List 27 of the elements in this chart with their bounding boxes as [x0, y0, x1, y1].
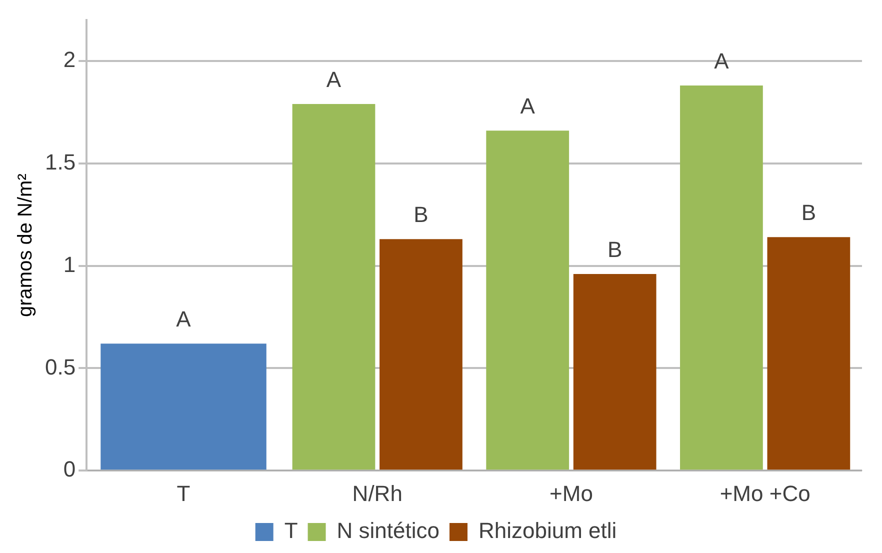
y-tick-label: 1 — [63, 252, 76, 277]
annotation: A — [326, 67, 342, 92]
bar — [680, 86, 763, 470]
x-tick-label: N/Rh — [352, 480, 402, 506]
bar — [486, 130, 570, 470]
annotation: A — [714, 48, 730, 74]
annotation: B — [801, 200, 816, 226]
bar — [380, 239, 462, 470]
y-tick-label: 0 — [63, 456, 76, 482]
bar — [767, 237, 850, 470]
annotation: B — [607, 237, 622, 262]
annotation: A — [176, 306, 192, 332]
legend-label: N sintético — [336, 518, 440, 544]
x-tick-label: T — [176, 480, 190, 506]
bar — [573, 274, 656, 470]
legend-label: T — [284, 518, 298, 544]
x-tick-label: +Mo +Co — [720, 480, 810, 506]
bar — [292, 104, 376, 470]
annotation: A — [520, 94, 536, 119]
y-tick-label: 2 — [63, 47, 76, 72]
y-axis-title: gramos de N/m² — [14, 173, 37, 317]
legend-label: Rhizobium etli — [478, 518, 617, 544]
y-tick-label: 0.5 — [44, 354, 76, 380]
annotation: B — [414, 202, 428, 228]
y-tick-label: 1.5 — [44, 149, 76, 174]
bar — [100, 344, 266, 470]
x-tick-label: +Mo — [550, 480, 593, 506]
